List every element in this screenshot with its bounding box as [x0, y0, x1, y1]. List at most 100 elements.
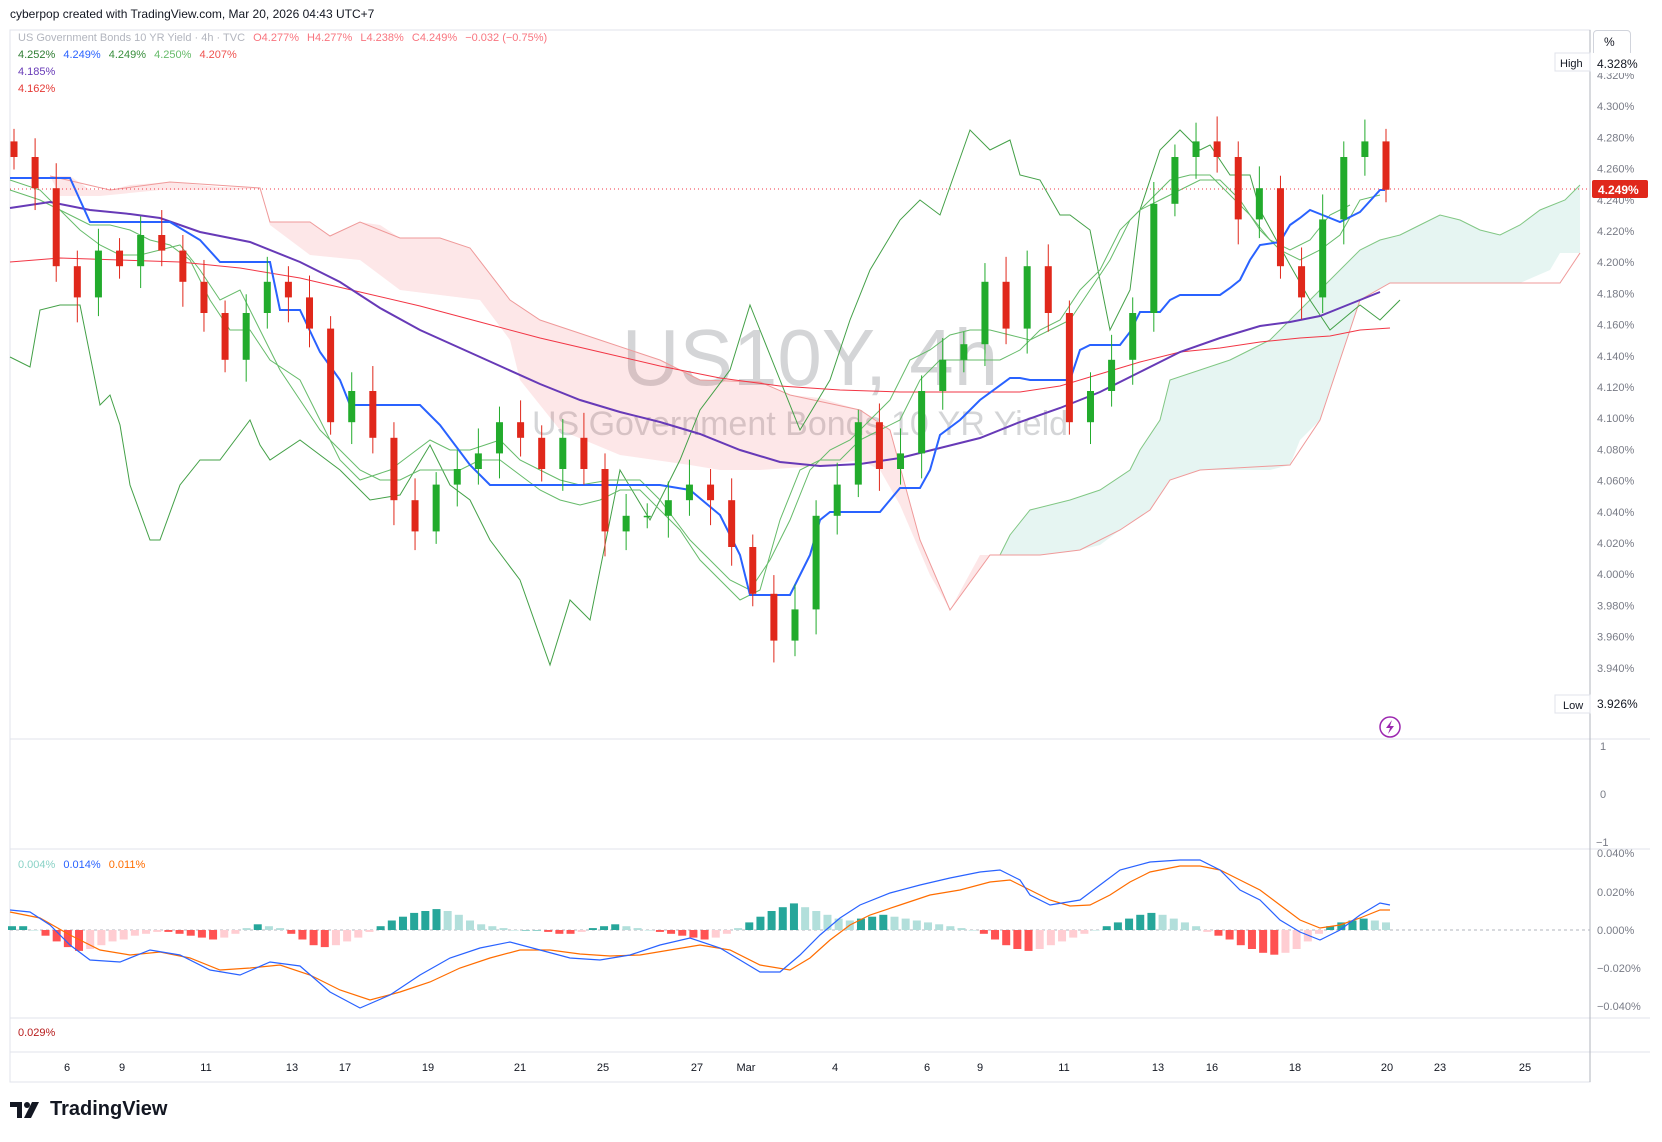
macd-histogram-bar: [220, 930, 229, 938]
time-tick: 19: [422, 1062, 434, 1074]
macd-histogram-bar: [331, 930, 340, 946]
pane-tick: −1: [1596, 837, 1609, 849]
macd-histogram-bar: [30, 930, 39, 931]
macd-histogram-bar: [264, 926, 273, 930]
candle-body: [10, 141, 18, 157]
price-tick: 4.200%: [1597, 257, 1635, 269]
macd-histogram-bar: [276, 928, 285, 930]
candle-body: [960, 344, 968, 360]
macd-histogram-bar: [1247, 930, 1256, 949]
low-value-bg: [1592, 693, 1650, 713]
macd-histogram-bar: [75, 930, 84, 951]
candle-body: [538, 437, 546, 469]
time-tick: 21: [514, 1062, 526, 1074]
macd-histogram-bar: [153, 930, 162, 932]
candle-body: [559, 437, 567, 469]
symbol-legend[interactable]: US Government Bonds 10 YR Yield · 4h · T…: [18, 32, 552, 44]
candle-body: [622, 515, 630, 532]
candle-body: [1065, 313, 1073, 423]
ichimoku-span-a: [999, 184, 1581, 556]
macd-histogram-bar: [856, 918, 865, 930]
macd-line: [9, 859, 1391, 1009]
macd-histogram-bar: [1169, 918, 1178, 930]
time-tick: 16: [1206, 1062, 1218, 1074]
macd-histogram-bar: [946, 926, 955, 930]
candle-body: [1255, 188, 1263, 220]
macd-histogram-bar: [466, 920, 474, 930]
candle-body: [1382, 141, 1390, 190]
candle-body: [31, 157, 39, 189]
macd-histogram-bar: [488, 926, 497, 930]
macd-histogram-bar: [1382, 922, 1390, 930]
time-tick: 20: [1381, 1062, 1393, 1074]
macd-histogram-bar: [566, 930, 575, 934]
macd-histogram-bar: [1214, 930, 1223, 936]
ichimoku-value: 4.250%: [154, 49, 192, 61]
candle-body: [812, 515, 820, 610]
macd-histogram-bar: [935, 924, 944, 930]
ichimoku-legend[interactable]: 4.252% 4.249% 4.249% 4.250% 4.207%: [18, 49, 242, 61]
macd-histogram-bar: [611, 924, 620, 930]
candle-body: [1150, 203, 1158, 313]
macd-scale[interactable]: 0.040% 0.020% 0.000% −0.020% −0.040%: [1597, 848, 1641, 1013]
macd-histogram-bar: [499, 928, 508, 930]
ichimoku-baseline-blue: [10, 177, 1385, 596]
candle-body: [1319, 219, 1327, 298]
macd-histogram-bar: [197, 930, 206, 938]
candle-body: [73, 266, 81, 298]
tradingview-logo[interactable]: TradingView: [10, 1098, 167, 1121]
macd-histogram-bar: [879, 914, 888, 930]
time-tick: 13: [1152, 1062, 1164, 1074]
ichimoku-lagging-span: [9, 129, 1401, 667]
last-price-badge: [1592, 180, 1648, 198]
macd-histogram-bar: [108, 930, 117, 942]
macd-histogram-bar: [1125, 918, 1134, 930]
candle-body: [875, 422, 883, 469]
macd-histogram-bar: [533, 930, 542, 931]
macd-histogram-bar: [834, 918, 843, 930]
tradingview-brand: TradingView: [50, 1098, 168, 1120]
macd-histogram-bar: [8, 926, 16, 930]
macd-histogram-bar: [443, 911, 452, 930]
macd-histogram-bar: [365, 930, 374, 932]
macd-histogram-bar: [789, 903, 798, 930]
macd-histogram-bar: [544, 930, 553, 932]
candle-body: [200, 281, 208, 313]
candle-body: [791, 609, 799, 641]
low-value: 3.926%: [1597, 697, 1638, 711]
time-axis[interactable]: 6 9 11 13 17 19 21 25 27 Mar 4 6 9 11 13 16 18 20 23 25: [64, 1062, 1531, 1074]
macd-histogram-bar: [1002, 930, 1011, 946]
time-tick: 11: [1058, 1062, 1069, 1074]
macd-histogram-bar: [1180, 922, 1189, 930]
ichimoku-cloud-bullish: [1000, 185, 1580, 555]
macd-histogram-bar: [991, 930, 1000, 940]
ema-red-legend[interactable]: 4.162%: [18, 83, 56, 95]
macd-histogram-bar: [1158, 914, 1167, 930]
candle-body: [1129, 313, 1137, 360]
candle-body: [1361, 141, 1369, 157]
candle-body: [1171, 157, 1179, 204]
macd-histogram-bar: [901, 918, 910, 930]
price-scale[interactable]: 4.320%4.300%4.280%4.260%4.240%4.220%4.20…: [1597, 70, 1635, 706]
candle-body: [1108, 359, 1116, 391]
candle-body: [390, 437, 398, 501]
macd-histogram-bar: [689, 930, 698, 938]
candle-body: [1023, 266, 1031, 329]
ema-purple-legend[interactable]: 4.185%: [18, 66, 56, 78]
macd-histogram-bar: [1113, 922, 1122, 930]
ichimoku-value: 4.252%: [18, 49, 56, 61]
macd-histogram-bar: [1281, 930, 1290, 953]
macd-histogram-bar: [667, 930, 676, 934]
pane-tick: 1: [1600, 741, 1606, 753]
macd-histogram-bar: [1013, 930, 1022, 949]
candle-body: [854, 422, 862, 485]
macd-histogram-bar: [142, 930, 151, 934]
lightning-icon[interactable]: [1379, 716, 1401, 738]
macd-legend[interactable]: 0.004% 0.014% 0.011%: [18, 859, 150, 871]
chart-attribution: cyberpop created with TradingView.com, M…: [10, 7, 375, 21]
candle-body: [327, 328, 335, 423]
macd-bottom-value: 0.029%: [18, 1027, 56, 1039]
last-price-value: 4.249%: [1598, 183, 1639, 197]
time-tick: 25: [1519, 1062, 1531, 1074]
